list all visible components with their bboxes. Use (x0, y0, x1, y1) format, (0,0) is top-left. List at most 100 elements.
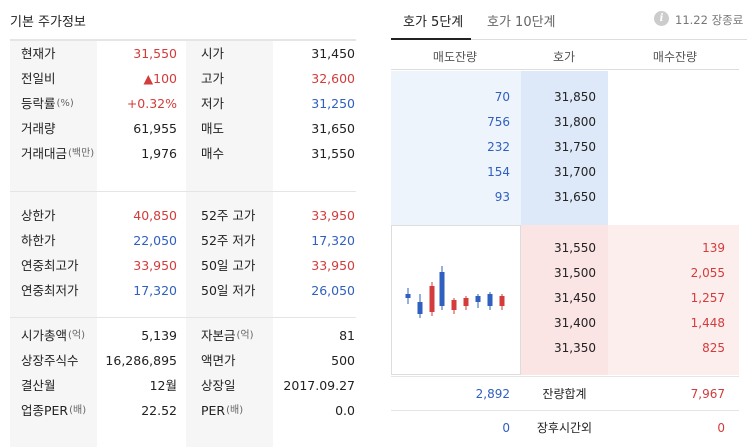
row-label-unit: (억) (236, 330, 254, 341)
ask-price[interactable]: 31,700 (554, 165, 596, 179)
row-value: +0.32% (126, 96, 177, 111)
total-ask: 2,892 (475, 387, 510, 401)
row-label-unit: (배) (69, 405, 87, 416)
row-label-unit: (배) (226, 405, 244, 416)
label-col-bg (186, 192, 273, 317)
info-row: 거래량 61,955 매도 31,650 (10, 116, 356, 141)
info-row: 하한가 22,050 52주 저가 17,320 (10, 228, 356, 253)
row-label: 50일 저가 (201, 283, 256, 298)
label-col-bg (186, 41, 273, 191)
total-label: 잔량합계 (542, 387, 587, 401)
row-label: 저가 (201, 96, 225, 111)
candle (429, 282, 435, 316)
row-label-unit: (백만) (68, 148, 95, 159)
bid-price[interactable]: 31,550 (554, 241, 596, 255)
total-remaining-row: 2,892 잔량합계 7,967 (391, 376, 739, 410)
ask-qty[interactable]: 70 (494, 90, 510, 104)
info-row: 현재가 31,550 시가 31,450 (10, 41, 356, 66)
info-row: 거래대금 1,976 매수 31,550 (백만) (10, 141, 356, 166)
orderbook-header: 매도잔량 호가 매수잔량 (391, 40, 739, 70)
bid-price[interactable]: 31,350 (554, 341, 596, 355)
bid-price[interactable]: 31,400 (554, 316, 596, 330)
row-value: 81 (339, 328, 355, 343)
candle-body (475, 296, 481, 302)
row-label: 결산월 (21, 378, 56, 393)
row-label: 연중최저가 (21, 283, 79, 298)
candle (439, 266, 445, 310)
row-label: 하한가 (21, 233, 56, 248)
row-label: 업종PER (21, 403, 69, 418)
bid-qty[interactable]: 1,257 (690, 291, 725, 305)
ask-qty[interactable]: 154 (487, 165, 510, 179)
row-label: 고가 (201, 71, 225, 86)
info-row: 전일비 ▲100 고가 32,600 (10, 66, 356, 91)
row-value: 31,550 (311, 146, 355, 161)
row-value: 33,950 (133, 258, 177, 273)
row-value: 32,600 (311, 71, 355, 86)
tabs-border (471, 39, 747, 40)
info-group-range: 상한가 40,850 52주 고가 33,950 하한가 22,050 52주 저가 17,3… (10, 192, 356, 317)
mini-candle-chart (391, 225, 521, 375)
bid-qty[interactable]: 139 (702, 241, 725, 255)
row-value: 33,950 (311, 258, 355, 273)
info-icon[interactable]: i (654, 11, 669, 26)
candle (499, 294, 505, 310)
bid-price[interactable]: 31,500 (554, 266, 596, 280)
candle (487, 292, 493, 310)
candle-body (463, 298, 469, 306)
bid-price[interactable]: 31,450 (554, 291, 596, 305)
ask-qty[interactable]: 232 (487, 140, 510, 154)
after-hours-ask: 0 (502, 421, 510, 435)
market-status: 11.22 장종료 (675, 13, 744, 27)
ask-qty[interactable]: 93 (494, 190, 510, 204)
info-group-company: 시가총액 5,139 자본금 81 (억) (억) 상장주식수 16,286,895 액면가 50… (10, 318, 356, 447)
after-hours-bid: 0 (717, 421, 725, 435)
after-hours-row: 0 장후시간외 0 (391, 410, 739, 444)
info-row: 업종PER 22.52 PER 0.0 (배) (배) (10, 398, 356, 423)
candle-body (417, 302, 423, 314)
row-label-unit: (억) (68, 330, 86, 341)
bid-qty[interactable]: 2,055 (690, 266, 725, 280)
label-col-bg (10, 192, 97, 317)
label-col-bg (10, 318, 97, 447)
basic-info-table: 현재가 31,550 시가 31,450 전일비 ▲100 고가 32,600 등락률 +0.32… (10, 39, 356, 447)
candle (451, 298, 457, 314)
ask-price[interactable]: 31,850 (554, 90, 596, 104)
row-label: 매도 (201, 121, 225, 136)
tab-5-levels[interactable]: 호가 5단계 (403, 15, 464, 30)
divider (10, 317, 356, 318)
row-value: 61,955 (133, 121, 177, 136)
candle (405, 288, 411, 304)
row-value: 31,550 (133, 46, 177, 61)
bid-qty[interactable]: 825 (702, 341, 725, 355)
row-label: 50일 고가 (201, 258, 256, 273)
header-bid-qty: 매수잔량 (652, 50, 698, 64)
ask-price[interactable]: 31,800 (554, 115, 596, 129)
candle (475, 294, 481, 308)
bid-qty-area (608, 225, 739, 375)
candle-body (429, 286, 435, 312)
row-value: 17,320 (133, 283, 177, 298)
info-row: 연중최저가 17,320 50일 저가 26,050 (10, 278, 356, 303)
row-label: 등락률 (21, 96, 56, 111)
bid-qty[interactable]: 1,448 (690, 316, 725, 330)
tab-10-levels[interactable]: 호가 10단계 (487, 15, 556, 30)
row-value: 1,976 (141, 146, 177, 161)
ask-price[interactable]: 31,750 (554, 140, 596, 154)
info-group-price: 현재가 31,550 시가 31,450 전일비 ▲100 고가 32,600 등락률 +0.32… (10, 41, 356, 191)
row-label: 상한가 (21, 208, 56, 223)
after-hours-label: 장후시간외 (536, 421, 593, 435)
label-col-bg (186, 318, 273, 447)
info-row: 상한가 40,850 52주 고가 33,950 (10, 203, 356, 228)
ask-qty[interactable]: 756 (487, 115, 510, 129)
info-row: 시가총액 5,139 자본금 81 (억) (억) (10, 323, 356, 348)
row-value: 31,650 (311, 121, 355, 136)
row-label-unit: (%) (56, 98, 74, 109)
row-value: 22.52 (141, 403, 177, 418)
row-value: 31,250 (311, 96, 355, 111)
info-row: 결산월 12월 상장일 2017.09.27 (10, 373, 356, 398)
row-label: 거래량 (21, 121, 56, 136)
row-label: 시가총액 (21, 328, 68, 343)
row-label: 자본금 (201, 328, 236, 343)
ask-price[interactable]: 31,650 (554, 190, 596, 204)
